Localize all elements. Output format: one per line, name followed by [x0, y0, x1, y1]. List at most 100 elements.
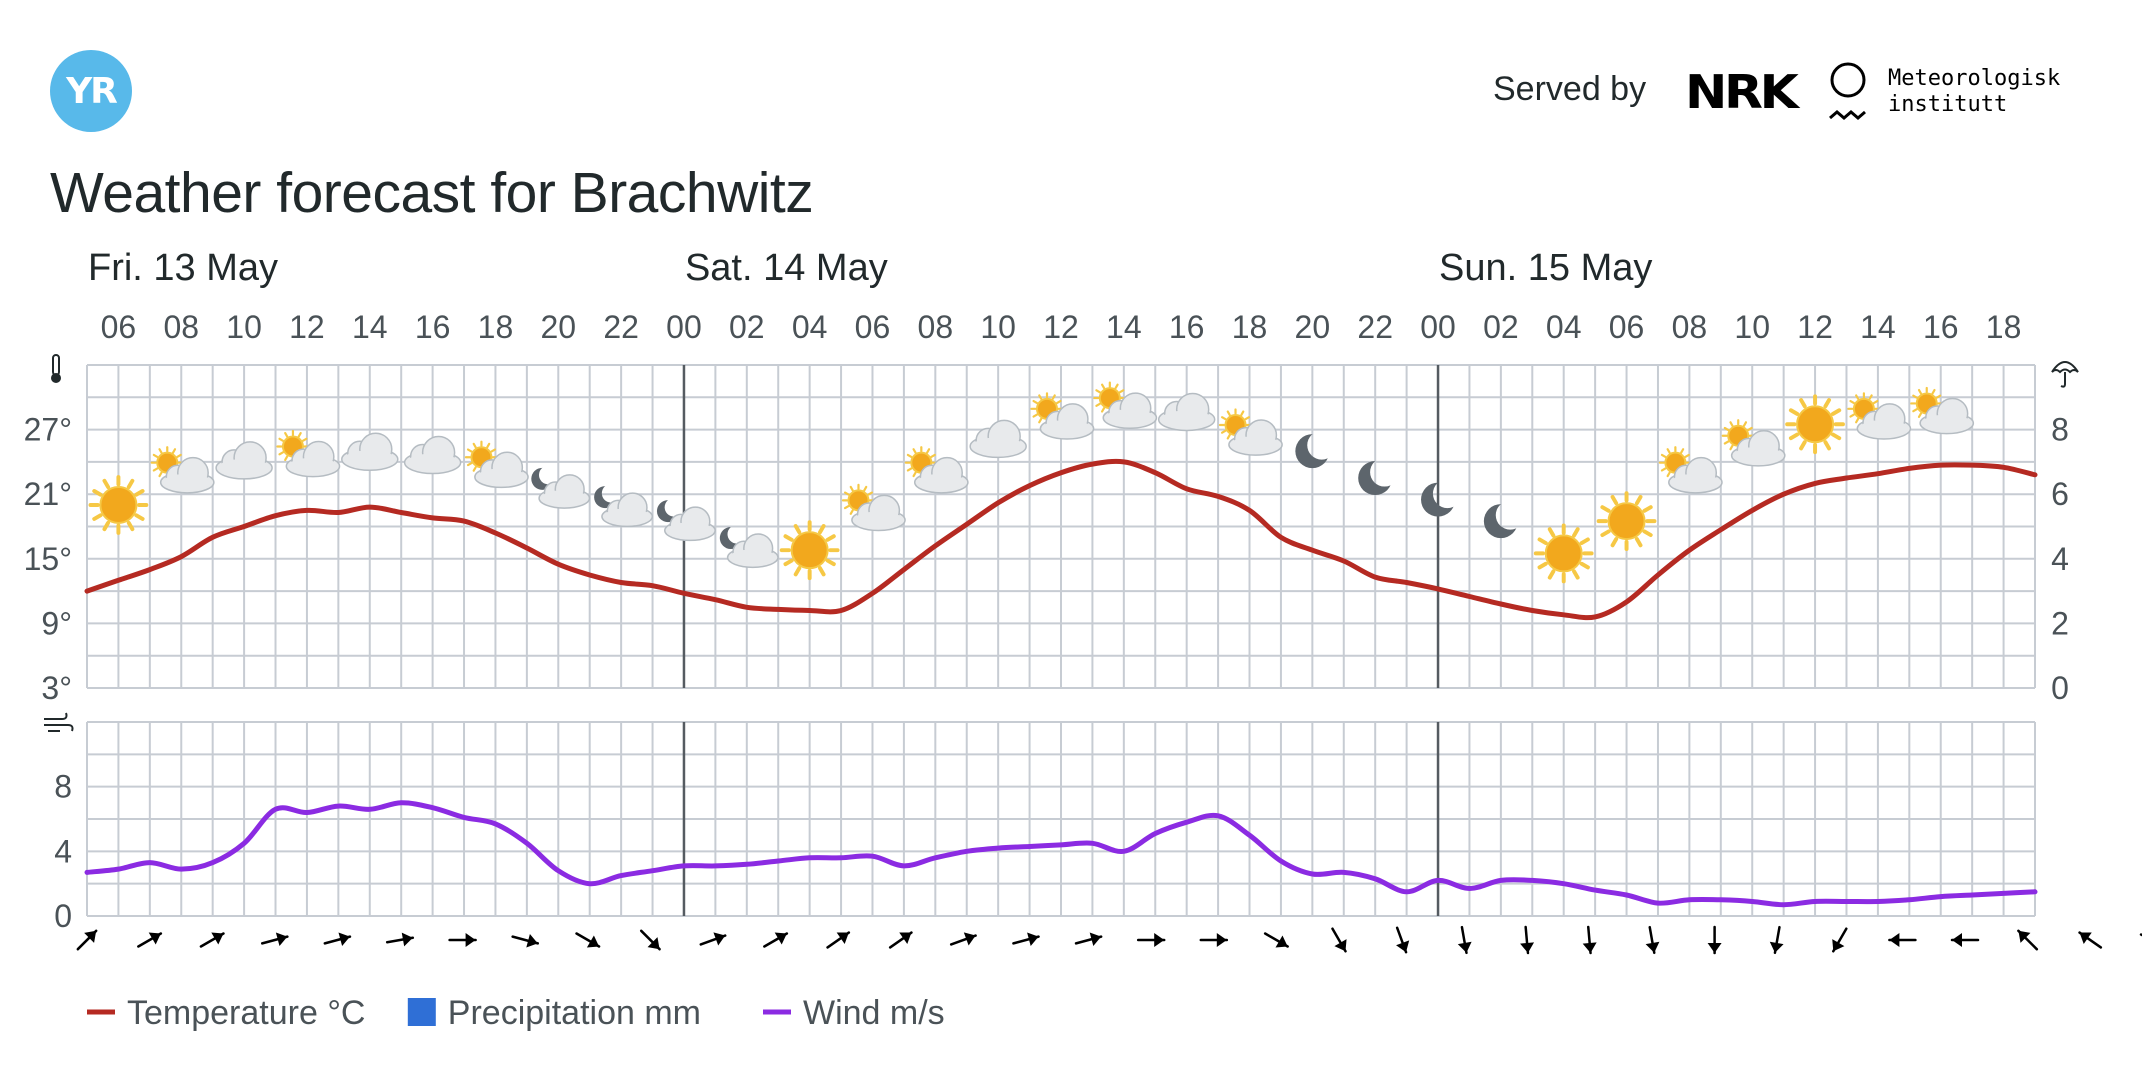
partly-cloudy-day-icon	[150, 446, 215, 494]
time-tick-label: 04	[1546, 309, 1582, 345]
wind-arrow-icon	[763, 932, 789, 948]
wind-arrow-icon	[1707, 925, 1722, 955]
wind-arrow-icon	[2017, 929, 2039, 951]
yr-logo[interactable]: YR	[50, 50, 132, 132]
temperature-line	[84, 458, 2038, 621]
time-tick-label: 12	[1797, 309, 1833, 345]
wind-arrow-icon	[1582, 925, 1597, 955]
time-tick-label: 08	[1672, 309, 1708, 345]
day-label: Fri. 13 May	[88, 247, 278, 289]
partly-cloudy-day-icon	[1030, 392, 1095, 440]
weather-symbols	[88, 381, 1975, 584]
partly-cloudy-day-icon	[1721, 419, 1786, 467]
partly-cloudy-night-icon	[656, 500, 716, 542]
wind-arrow-icon	[1331, 927, 1347, 953]
temperature-y-axis: 3° 9° 15° 21° 27°	[24, 412, 72, 706]
wind-arrow-icon	[1769, 925, 1784, 955]
precipitation-y-axis: 0 2 4 6 8	[2051, 412, 2069, 706]
sun-icon	[88, 475, 149, 535]
partly-cloudy-day-icon	[1218, 408, 1283, 456]
time-tick-label: 14	[352, 309, 388, 345]
wind-arrow-icon	[385, 932, 415, 947]
legend-item[interactable]: Temperature °C	[87, 994, 365, 1032]
partly-cloudy-day-icon	[1910, 386, 1975, 435]
wind-line	[84, 800, 2038, 908]
temp-tick-label: 15°	[24, 541, 72, 577]
wind-arrow-icon	[323, 932, 352, 946]
time-tick-label: 10	[1734, 309, 1770, 345]
wind-arrow-icon	[76, 929, 98, 951]
yr-logo-text: YR	[66, 70, 118, 112]
cloud-icon	[341, 432, 399, 472]
wind-arrow-icon	[699, 932, 727, 946]
time-tick-label: 18	[478, 309, 514, 345]
wind-tick-label: 0	[54, 898, 72, 934]
time-tick-label: 20	[540, 309, 576, 345]
cloud-icon	[969, 419, 1027, 459]
wind-arrow-icon	[260, 932, 289, 946]
wind-arrow-icon	[888, 931, 913, 949]
time-tick-label: 00	[1420, 309, 1456, 345]
partly-cloudy-day-icon	[276, 429, 341, 478]
met-sun-icon	[1829, 62, 1866, 120]
wind-tick-label: 4	[54, 833, 72, 869]
sun-icon	[1785, 394, 1845, 455]
temp-tick-label: 3°	[41, 670, 72, 706]
time-tick-label: 02	[729, 309, 765, 345]
temp-tick-label: 9°	[41, 605, 72, 641]
legend-label: Precipitation mm	[448, 994, 701, 1032]
thermometer-icon	[51, 354, 61, 383]
temp-tick-label: 27°	[24, 412, 72, 448]
wind-arrow-icon	[199, 932, 225, 948]
time-tick-label: 16	[1923, 309, 1959, 345]
axis-icons	[44, 354, 2079, 732]
legend-item[interactable]: Precipitation mm	[407, 994, 701, 1032]
wind-arrow-icon	[511, 934, 540, 948]
time-tick-label: 06	[101, 309, 137, 345]
precip-tick-label: 6	[2051, 476, 2069, 512]
precip-tick-label: 2	[2051, 605, 2069, 641]
day-label: Sat. 14 May	[685, 247, 888, 289]
time-axis-labels: 06 08 10 12 14 16 18 20 22 00 02 04 06 08 10 12 14 16 18 20…	[101, 309, 2022, 345]
nrk-logo[interactable]: NRK	[1685, 65, 1799, 119]
precip-tick-label: 0	[2051, 670, 2069, 706]
time-tick-label: 20	[1295, 309, 1331, 345]
met-logo[interactable]: Meteorologisk institutt	[1828, 60, 2061, 124]
legend: Temperature °C Precipitation mm Wind m/s	[87, 994, 945, 1032]
time-tick-label: 12	[1043, 309, 1079, 345]
legend-item[interactable]: Wind m/s	[763, 994, 945, 1032]
time-tick-label: 16	[1169, 309, 1205, 345]
wind-arrow-icon	[1645, 925, 1660, 955]
met-logo-line1: Meteorologisk	[1888, 66, 2061, 91]
temp-tick-label: 21°	[24, 476, 72, 512]
met-logo-line2: institutt	[1888, 92, 2008, 117]
wind-arrow-icon	[1074, 932, 1103, 946]
time-tick-label: 14	[1106, 309, 1142, 345]
wind-tick-label: 8	[54, 769, 72, 805]
sun-icon	[1533, 523, 1594, 584]
time-tick-label: 10	[226, 309, 262, 345]
umbrella-icon	[2051, 361, 2079, 388]
wind-arrow-icon	[137, 932, 163, 948]
partly-cloudy-day-icon	[904, 446, 969, 494]
precip-tick-label: 4	[2051, 541, 2069, 577]
legend-label: Temperature °C	[127, 994, 365, 1032]
legend-swatch	[407, 998, 436, 1026]
wind-grid	[86, 721, 2036, 917]
day-labels: Fri. 13 May Sat. 14 May Sun. 15 May	[88, 247, 1652, 289]
wind-arrow-icon	[639, 929, 661, 951]
page-title: Weather forecast for Brachwitz	[50, 161, 814, 225]
served-by-label: Served by	[1493, 70, 1647, 108]
time-tick-label: 06	[855, 309, 891, 345]
wind-arrow-icon	[575, 932, 601, 948]
time-tick-label: 22	[603, 309, 639, 345]
time-tick-label: 00	[666, 309, 702, 345]
sun-icon	[779, 520, 840, 581]
legend-label: Wind m/s	[803, 994, 945, 1032]
wind-y-axis: 0 4 8	[54, 769, 72, 934]
partly-cloudy-day-icon	[1093, 381, 1158, 429]
sun-icon	[1596, 491, 1657, 551]
time-tick-label: 22	[1357, 309, 1393, 345]
moon-icon	[1483, 504, 1518, 539]
